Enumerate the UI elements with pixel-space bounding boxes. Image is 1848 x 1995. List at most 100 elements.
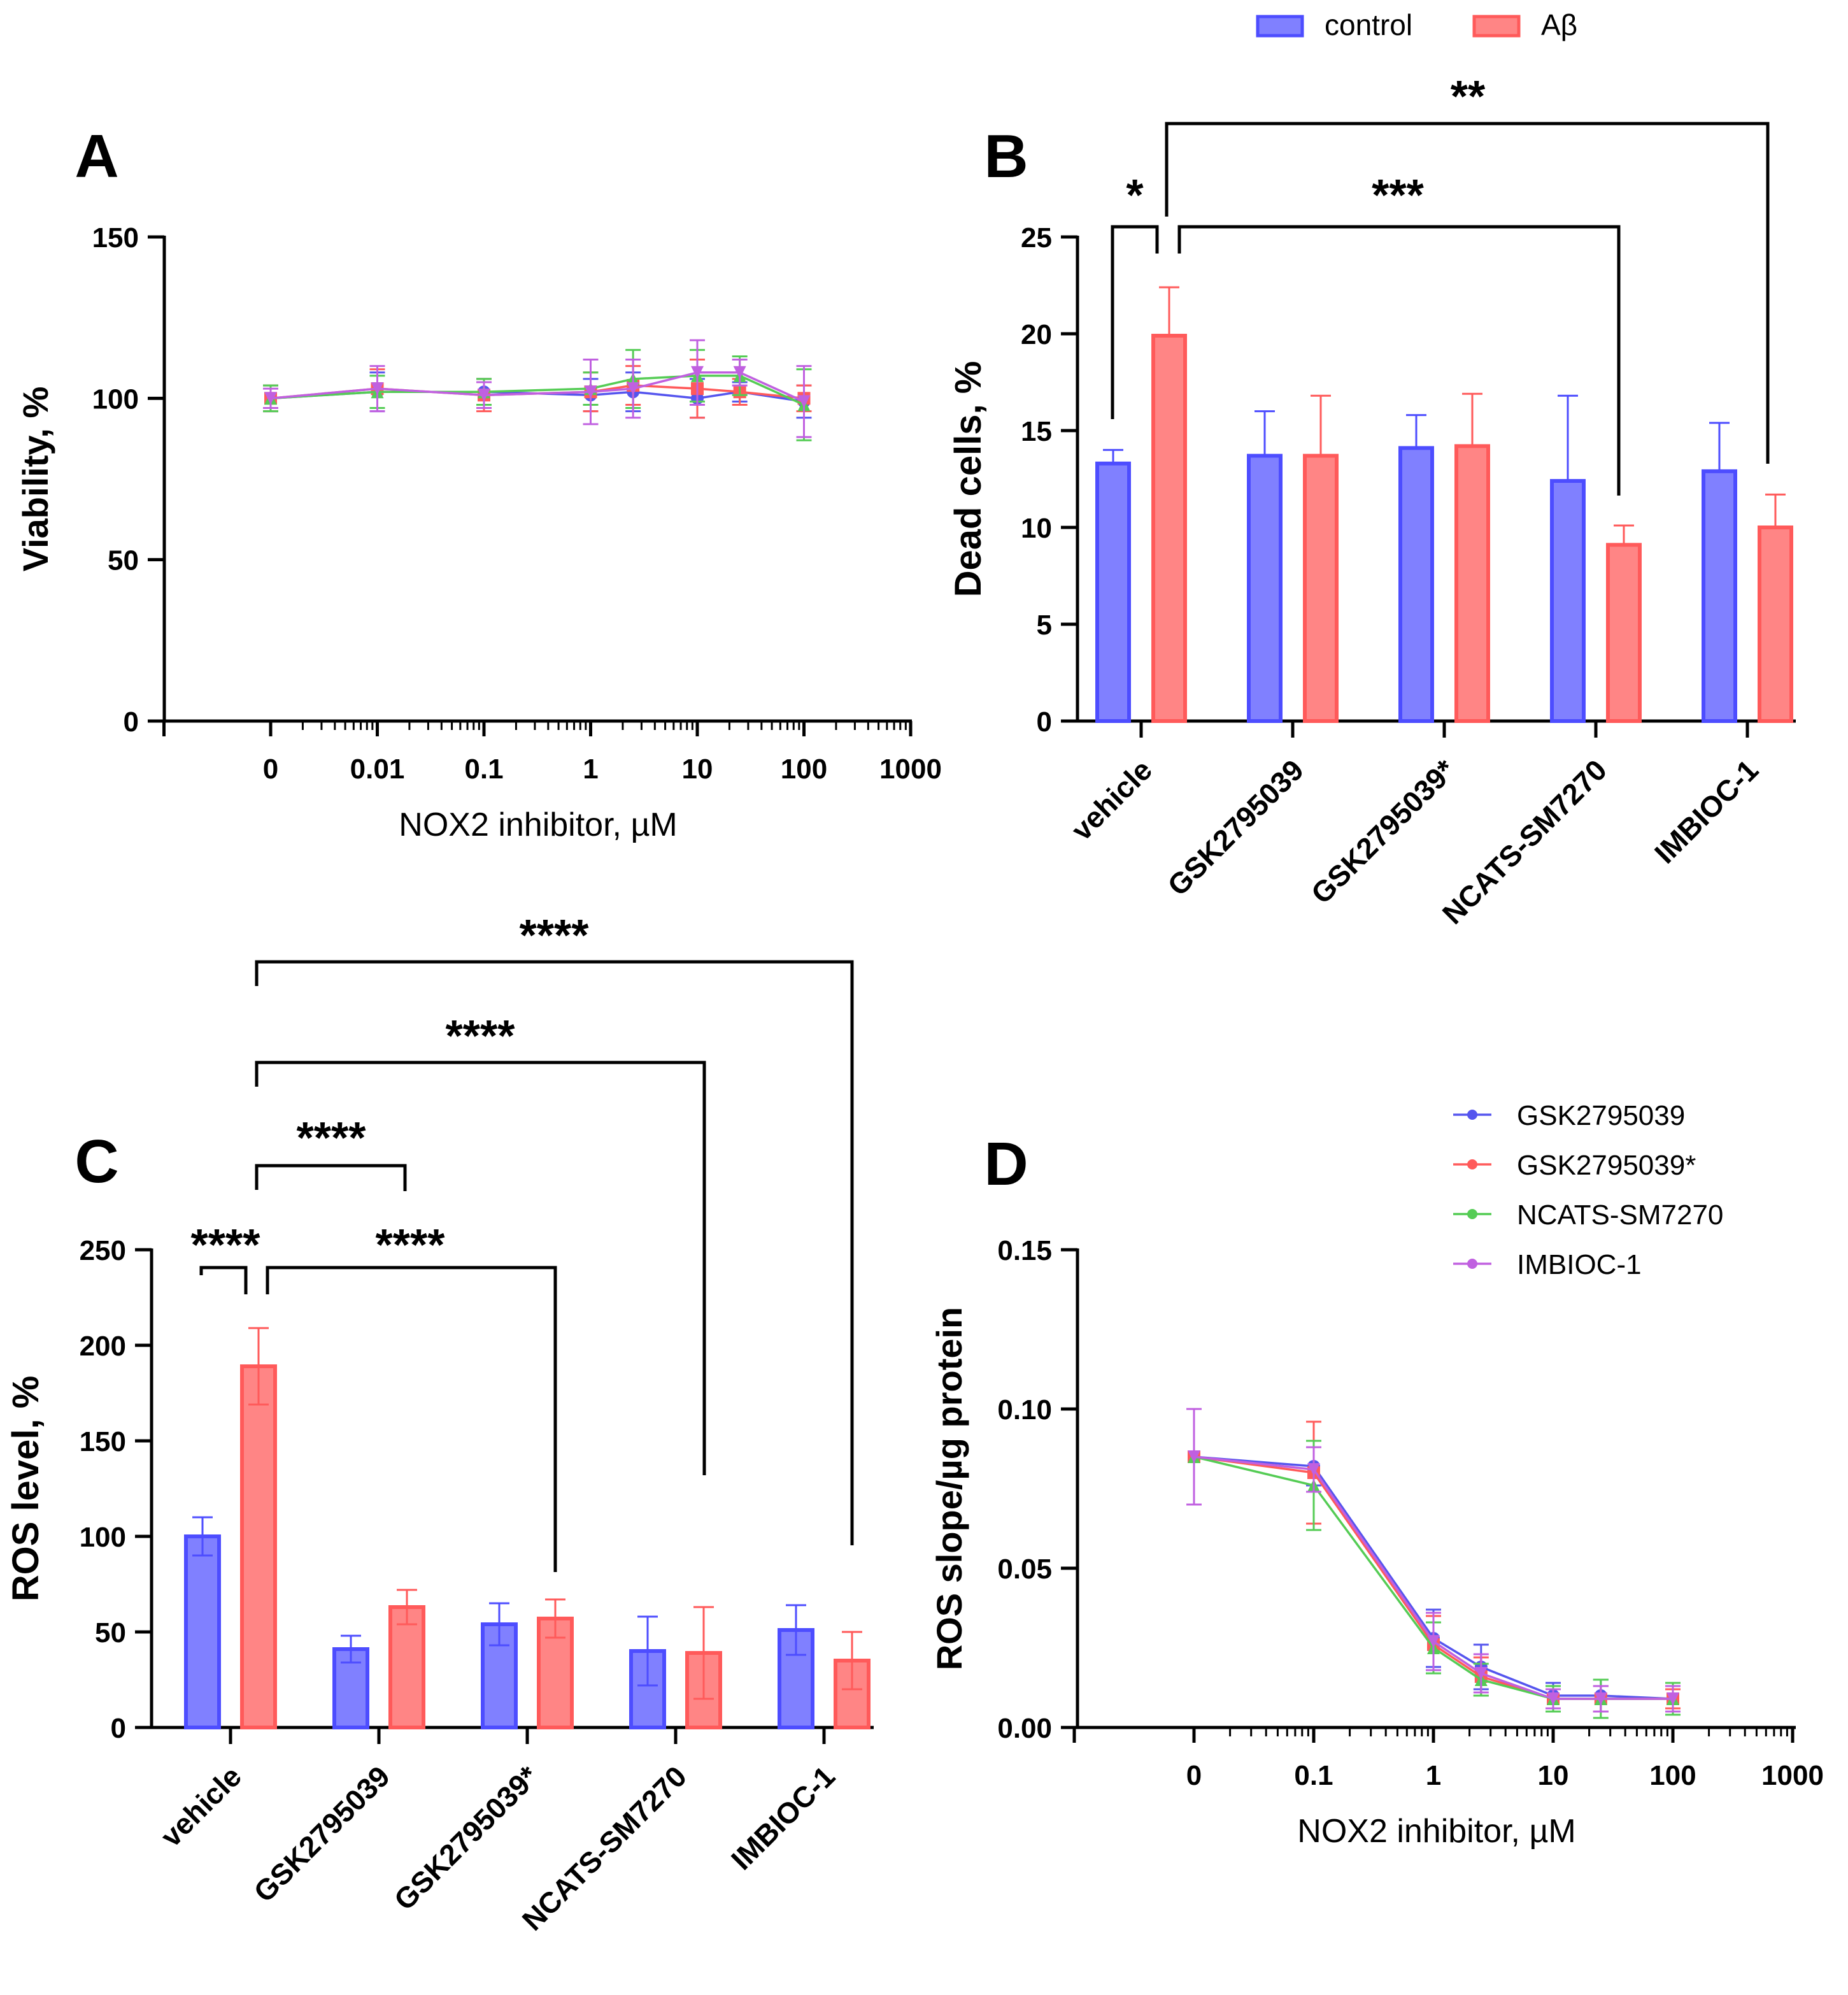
significance-bracket	[1165, 122, 1770, 464]
y-axis-label: ROS slope/µg protein	[929, 1307, 969, 1671]
significance-label: ****	[520, 910, 590, 960]
legend-label-abeta: Aβ	[1541, 8, 1577, 41]
y-tick-label: 0.15	[997, 1235, 1052, 1266]
x-axis-label: NOX2 inhibitor, µM	[399, 806, 677, 843]
data-point	[1547, 1692, 1560, 1705]
significance-label: ****	[376, 1220, 446, 1269]
y-tick-label: 50	[108, 545, 139, 576]
bar	[184, 1534, 221, 1729]
x-tick-label: 1	[583, 754, 598, 785]
panel-a: 0 50 100 150 0 0.01 0.1 1 10 100 1000 NOX2 inhibito…	[15, 122, 942, 843]
x-tick-label: 1000	[879, 754, 942, 785]
y-axis-label: Dead cells, %	[948, 361, 989, 597]
significance-bracket	[199, 1266, 248, 1294]
panel-letter: A	[75, 122, 118, 190]
y-tick-label: 10	[1021, 513, 1052, 544]
x-tick-label: 10	[1538, 1760, 1569, 1791]
x-tick-label: 0.01	[350, 754, 405, 785]
x-tick-label: GSK2795039	[1161, 753, 1310, 902]
panel-d: 0.00 0.05 0.10 0.15 0 0.1 1 10 100 1000 NOX2 inhib…	[929, 1100, 1824, 1850]
y-tick-label: 100	[92, 383, 139, 415]
significance-bracket	[266, 1266, 557, 1572]
bar	[1247, 454, 1283, 724]
y-tick-label: 0.05	[997, 1554, 1052, 1585]
y-tick-label: 150	[80, 1426, 126, 1457]
data-point	[371, 382, 384, 396]
x-tick-label: vehicle	[154, 1759, 248, 1853]
data-point	[691, 366, 704, 379]
x-axis-label: NOX2 inhibitor, µM	[1297, 1813, 1575, 1850]
x-tick-label: 1	[1426, 1760, 1441, 1791]
series-line	[270, 375, 805, 406]
data-point	[1594, 1692, 1607, 1705]
x-tick-label: vehicle	[1065, 753, 1158, 847]
y-tick-label: 0	[1037, 706, 1052, 738]
x-tick-label: 0	[263, 754, 278, 785]
bar	[240, 1364, 277, 1729]
legend-label: GSK2795039	[1517, 1100, 1685, 1131]
data-point	[1474, 1667, 1488, 1680]
y-axis-label: ROS level, %	[5, 1376, 46, 1602]
legend-marker	[1467, 1209, 1477, 1219]
x-tick-label: 10	[682, 754, 713, 785]
y-tick-label: 15	[1021, 416, 1052, 447]
legend-label-control: control	[1325, 8, 1412, 41]
legend-top: control Aβ	[1256, 8, 1577, 41]
significance-label: **	[1451, 71, 1486, 121]
panel-c: 0 50 100 150 200 250 vehicle GSK2795039GSK27950…	[5, 910, 874, 1937]
data-point	[264, 392, 277, 405]
y-tick-label: 200	[80, 1331, 126, 1362]
data-point	[627, 382, 640, 396]
bar	[1606, 543, 1642, 723]
x-tick-label: 0.1	[1294, 1760, 1333, 1791]
legend-label: NCATS-SM7270	[1517, 1199, 1723, 1231]
data-point	[1427, 1635, 1440, 1648]
legend-swatch-abeta	[1472, 15, 1521, 38]
x-tick-label: NCATS-SM7270	[1436, 753, 1613, 930]
x-tick-label: NCATS-SM7270	[516, 1759, 693, 1936]
significance-bracket	[255, 1061, 706, 1475]
y-tick-label: 25	[1021, 222, 1052, 254]
y-tick-label: 150	[92, 222, 139, 254]
y-tick-label: 0	[111, 1713, 126, 1744]
bar	[1454, 444, 1490, 723]
legend-marker	[1467, 1159, 1477, 1169]
bar	[1303, 454, 1339, 724]
y-tick-label: 0	[124, 706, 139, 738]
y-tick-label: 100	[80, 1522, 126, 1553]
significance-label: ***	[1372, 170, 1424, 220]
x-tick-label: IMBIOC-1	[1648, 753, 1765, 869]
legend-label: IMBIOC-1	[1517, 1249, 1642, 1280]
panel-letter: C	[75, 1127, 118, 1196]
x-tick-label: IMBIOC-1	[725, 1759, 841, 1876]
significance-bracket	[255, 960, 854, 1545]
y-tick-label: 50	[95, 1617, 126, 1648]
bar	[1702, 469, 1737, 724]
significance-label: ****	[446, 1011, 516, 1061]
data-point	[478, 389, 490, 402]
significance-bracket	[255, 1164, 407, 1191]
data-point	[1667, 1692, 1679, 1705]
panel-b: 0 5 10 15 20 25 vehicle GSK2795039GSK2795039*NC…	[948, 71, 1796, 931]
legend-marker	[1467, 1259, 1477, 1269]
bar	[1758, 526, 1793, 723]
x-tick-label: 0	[1186, 1760, 1202, 1791]
significance-label: ****	[191, 1220, 261, 1269]
legend-swatch-control	[1256, 15, 1304, 38]
significance-bracket	[1177, 225, 1621, 496]
y-axis-label: Viability, %	[15, 387, 55, 571]
data-point	[733, 366, 746, 379]
bar	[1151, 334, 1187, 723]
data-point	[797, 395, 811, 408]
panel-letter: D	[984, 1130, 1028, 1198]
data-point	[1188, 1450, 1200, 1463]
legend-marker	[1467, 1110, 1477, 1120]
y-tick-label: 250	[80, 1235, 126, 1266]
x-tick-label: GSK2795039*	[1305, 753, 1462, 910]
data-point	[1307, 1463, 1320, 1476]
bar	[1095, 461, 1131, 723]
x-tick-label: 100	[1649, 1760, 1696, 1791]
x-tick-label: GSK2795039	[247, 1759, 396, 1908]
panel-letter: B	[984, 122, 1028, 190]
